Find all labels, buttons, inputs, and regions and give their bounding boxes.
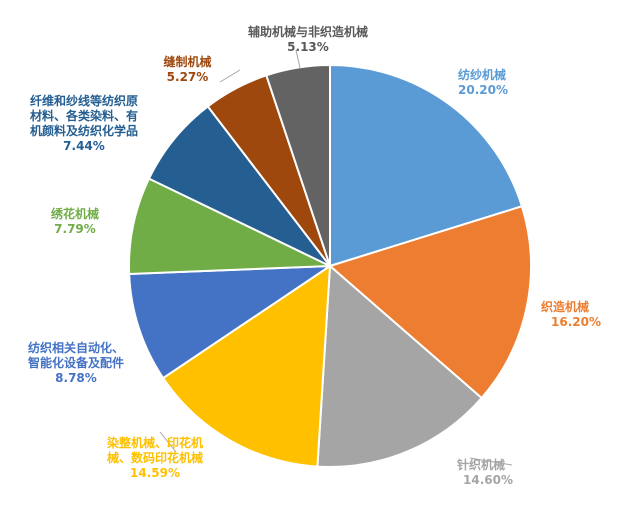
label-percent: 14.59% xyxy=(130,466,180,480)
pie-slice-0 xyxy=(329,63,524,268)
label-name-line3: 机颜料及纺织化学品 xyxy=(29,124,138,138)
label-dyeing-printing: 染整机械、印花机 械、数码印花机械 14.59% xyxy=(90,436,220,481)
label-percent: 8.78% xyxy=(55,371,97,385)
label-name-line1: 纤维和纱线等纺织原 xyxy=(29,94,138,108)
label-embroidery: 绣花机械 7.79% xyxy=(40,207,110,237)
label-sewing: 缝制机械 5.27% xyxy=(150,55,225,85)
leader-line-1 xyxy=(159,431,177,453)
pie-slice-1 xyxy=(327,205,532,400)
leader-line-3 xyxy=(295,49,301,69)
label-name: 织造机械 xyxy=(541,300,590,314)
label-name: 绣花机械 xyxy=(50,207,99,221)
label-name: 纺纱机械 xyxy=(458,68,507,82)
label-percent: 20.20% xyxy=(458,83,508,97)
label-raw-materials: 纤维和纱线等纺织原 材料、各类染料、有 机颜料及纺织化学品 7.44% xyxy=(14,94,154,154)
label-percent: 5.27% xyxy=(166,70,209,84)
label-weaving: 织造机械 16.20% xyxy=(541,300,601,330)
label-name: 针织机械 xyxy=(457,458,506,472)
label-knitting: 针织机械 14.60% xyxy=(457,458,513,488)
label-auxiliary-nonwoven: 辅助机械与非织造机械 5.13% xyxy=(228,25,388,55)
label-percent: 7.44% xyxy=(63,139,105,153)
pie-slice-5 xyxy=(128,177,331,275)
label-name-line2: 智能化设备及配件 xyxy=(27,356,124,370)
label-percent: 5.13% xyxy=(287,40,329,54)
label-name-line2: 械、数码印花机械 xyxy=(106,451,203,465)
label-name: 辅助机械与非织造机械 xyxy=(247,25,368,39)
leader-line-2 xyxy=(219,69,241,83)
label-spinning: 纺纱机械 20.20% xyxy=(458,68,508,98)
label-automation: 纺织相关自动化、 智能化设备及配件 8.78% xyxy=(16,341,136,386)
pie-slice-2 xyxy=(316,263,484,468)
label-name: 缝制机械 xyxy=(163,55,212,69)
leader-lines xyxy=(159,49,513,466)
label-name-line2: 材料、各类染料、有 xyxy=(29,109,138,123)
pie-slices xyxy=(128,63,532,468)
pie-slice-8 xyxy=(265,63,331,267)
label-percent: 14.60% xyxy=(463,473,513,487)
label-name-line1: 染整机械、印花机 xyxy=(106,436,203,450)
label-percent: 16.20% xyxy=(551,315,601,329)
leader-line-0 xyxy=(469,457,513,466)
pie-slice-3 xyxy=(161,264,332,468)
label-percent: 7.79% xyxy=(54,222,96,236)
pie-slice-4 xyxy=(128,264,334,380)
label-name-line1: 纺织相关自动化、 xyxy=(27,341,124,355)
